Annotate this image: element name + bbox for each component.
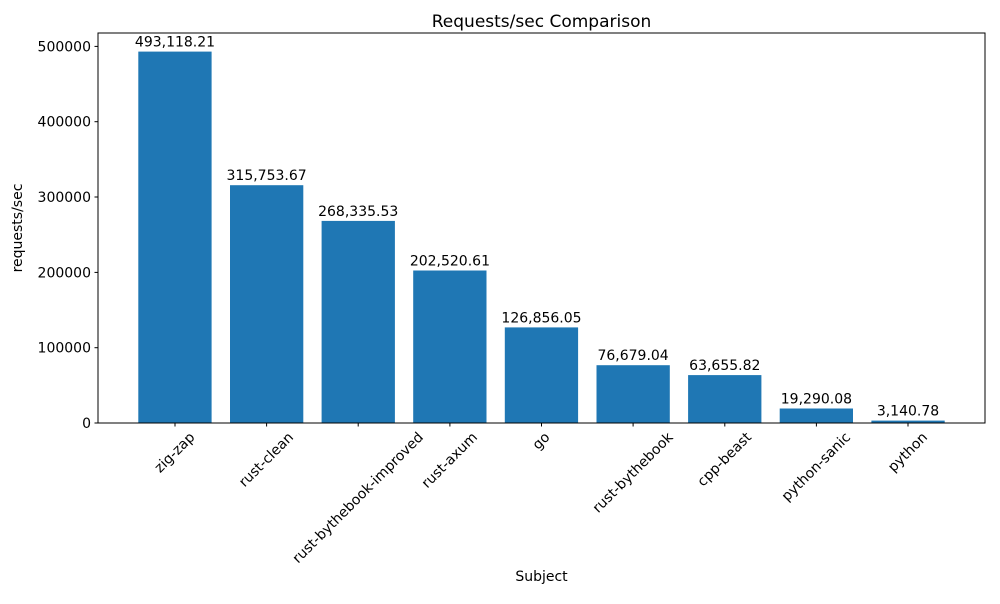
x-tick-label-zig-zap: zig-zap (152, 429, 199, 476)
bar-value-label-rust-axum: 202,520.61 (410, 254, 490, 270)
x-tick-label-rust-axum: rust-axum (419, 430, 481, 492)
x-tick-label-python: python (885, 430, 931, 476)
bar-value-label-rust-bythebook-improved: 268,335.53 (318, 204, 398, 220)
bar-zig-zap (138, 51, 212, 423)
bar-value-label-cpp-beast: 63,655.82 (689, 358, 760, 374)
x-tick-label-python-sanic: python-sanic (779, 430, 854, 505)
x-tick-label-go: go (530, 430, 554, 454)
x-tick-label-rust-clean: rust-clean (236, 430, 297, 491)
bar-value-label-rust-clean: 315,753.67 (227, 168, 307, 184)
y-tick-label: 200000 (38, 265, 91, 281)
y-tick-label: 300000 (38, 190, 91, 206)
bar-python-sanic (779, 408, 853, 423)
plot-border (97, 32, 986, 424)
bar-go (504, 327, 579, 423)
chart-title: Requests/sec Comparison (432, 12, 652, 32)
bar-value-label-go: 126,856.05 (501, 310, 581, 326)
bar-python (871, 420, 945, 423)
y-tick-label: 0 (82, 416, 91, 432)
bar-value-label-python: 3,140.78 (877, 404, 939, 420)
x-tick-label-rust-bythebook-improved: rust-bythebook-improved (290, 430, 427, 567)
y-tick-label: 400000 (38, 115, 91, 131)
bar-rust-bythebook (596, 365, 670, 423)
x-axis-label: Subject (515, 569, 568, 585)
x-tick-label-rust-bythebook: rust-bythebook (590, 429, 677, 516)
bar-rust-clean (230, 185, 304, 423)
bar-value-label-rust-bythebook: 76,679.04 (597, 348, 668, 364)
bar-rust-bythebook-improved (321, 220, 395, 423)
bars-layer: 493,118.21 315,753.67 268,335.53 202,520.61… (135, 35, 945, 423)
y-tick-label: 100000 (38, 341, 91, 357)
bar-cpp-beast (688, 375, 762, 423)
y-tick-label: 500000 (38, 39, 91, 55)
x-tick-label-cpp-beast: cpp-beast (695, 429, 756, 490)
bar-rust-axum (413, 270, 487, 423)
y-axis-label: requests/sec (10, 184, 26, 273)
bar-value-label-zig-zap: 493,118.21 (135, 35, 215, 51)
bar-value-label-python-sanic: 19,290.08 (781, 392, 852, 408)
